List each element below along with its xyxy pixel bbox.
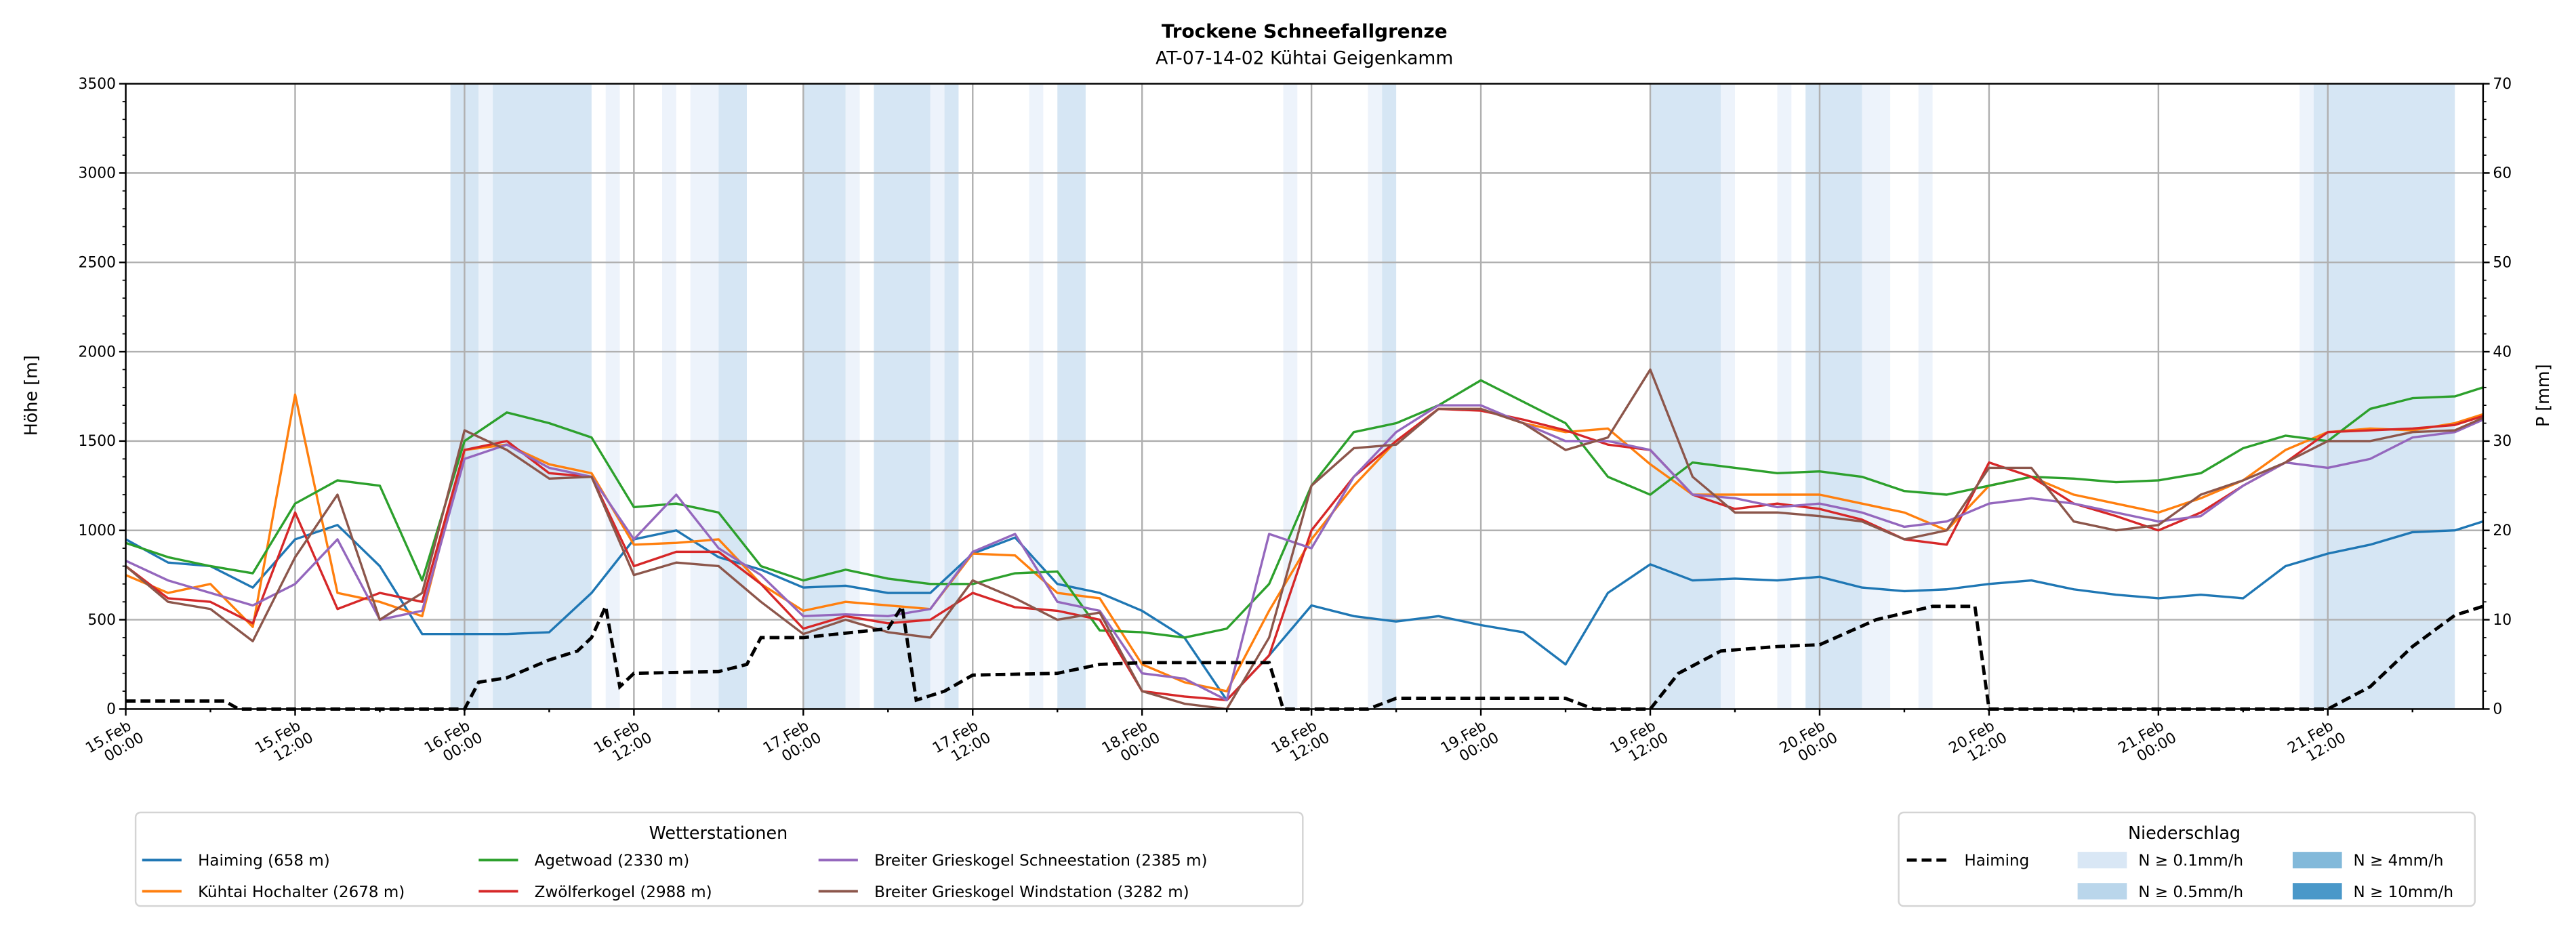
y-tick-label: 3000 xyxy=(79,165,116,182)
precip-band xyxy=(1805,83,1862,709)
legend-label: Haiming (658 m) xyxy=(198,852,330,870)
precip-band xyxy=(930,83,945,709)
station-series xyxy=(125,368,2483,709)
precip-band xyxy=(1777,83,1792,709)
y-axis-label: Höhe [m] xyxy=(21,355,41,436)
precipitation-bands xyxy=(450,83,2455,709)
y-tick-label: 500 xyxy=(87,612,116,629)
legend-patch xyxy=(2292,852,2342,869)
chart-title: Trockene Schneefallgrenze xyxy=(1162,20,1448,43)
legend-label: N ≥ 10mm/h xyxy=(2354,884,2454,901)
precip-band xyxy=(1918,83,1933,709)
legend-label: N ≥ 0.5mm/h xyxy=(2138,884,2243,901)
legend-stations-title: Wetterstationen xyxy=(649,823,788,843)
y-tick-label: 1000 xyxy=(79,522,116,539)
y-tick-label: 3500 xyxy=(79,76,116,93)
precip-band xyxy=(803,83,846,709)
y-tick-label: 1500 xyxy=(79,433,116,450)
legend-label: Kühtai Hochalter (2678 m) xyxy=(198,884,405,901)
precip-band xyxy=(478,83,493,709)
series-line-0 xyxy=(125,520,2483,701)
legend-patch xyxy=(2292,883,2342,900)
y2-tick-label: 20 xyxy=(2493,522,2512,539)
legend-label: Breiter Grieskogel Windstation (3282 m) xyxy=(874,884,1189,901)
precip-band xyxy=(605,83,620,709)
y2-axis-label: P [mm] xyxy=(2533,364,2553,427)
precip-band xyxy=(944,83,959,709)
y2-tick-label: 30 xyxy=(2493,433,2512,450)
legend-label: N ≥ 4mm/h xyxy=(2354,852,2444,870)
y2-tick-label: 10 xyxy=(2493,612,2512,629)
y-tick-label: 2500 xyxy=(79,254,116,271)
y2-tick-label: 0 xyxy=(2493,701,2502,718)
precip-band xyxy=(493,83,592,709)
precip-band xyxy=(718,83,747,709)
legend-label: N ≥ 0.1mm/h xyxy=(2138,852,2243,870)
legend-label: Zwölferkogel (2988 m) xyxy=(535,884,712,901)
legend-patch xyxy=(2077,852,2127,869)
y-tick-label: 0 xyxy=(106,701,116,718)
series-line-4 xyxy=(125,404,2483,701)
precip-band xyxy=(662,83,676,709)
legend-precip: Niederschlag Haiming N ≥ 0.1mm/h N ≥ 0.5m… xyxy=(1898,811,2476,907)
legend-label: Agetwoad (2330 m) xyxy=(535,852,690,870)
legend-precip-title: Niederschlag xyxy=(2128,823,2241,843)
precip-band xyxy=(1368,83,1383,709)
y2-tick-label: 50 xyxy=(2493,254,2512,271)
precip-band xyxy=(1382,83,1397,709)
legend-precip-line-label: Haiming xyxy=(1964,852,2029,870)
precip-band xyxy=(1283,83,1298,709)
precip-band xyxy=(1721,83,1735,709)
legend-stations: Wetterstationen Haiming (658 m) Kühtai Ho… xyxy=(134,811,1304,907)
precip-band xyxy=(690,83,719,709)
precip-band xyxy=(1862,83,1891,709)
chart-subtitle: AT-07-14-02 Kühtai Geigenkamm xyxy=(1156,47,1453,68)
precip-band xyxy=(845,83,860,709)
precip-band xyxy=(2299,83,2314,709)
y2-tick-label: 40 xyxy=(2493,344,2512,360)
precip-line-haiming xyxy=(125,600,2484,711)
y2-tick-label: 70 xyxy=(2493,76,2512,93)
legend-label: Breiter Grieskogel Schneestation (2385 m… xyxy=(874,852,1207,870)
plot-frame xyxy=(125,83,2485,710)
y-tick-label: 2000 xyxy=(79,344,116,360)
precip-series xyxy=(125,600,2484,711)
series-line-5 xyxy=(125,368,2483,709)
legend-patch xyxy=(2077,883,2127,900)
precip-band xyxy=(1029,83,1044,709)
y2-tick-label: 60 xyxy=(2493,165,2512,182)
